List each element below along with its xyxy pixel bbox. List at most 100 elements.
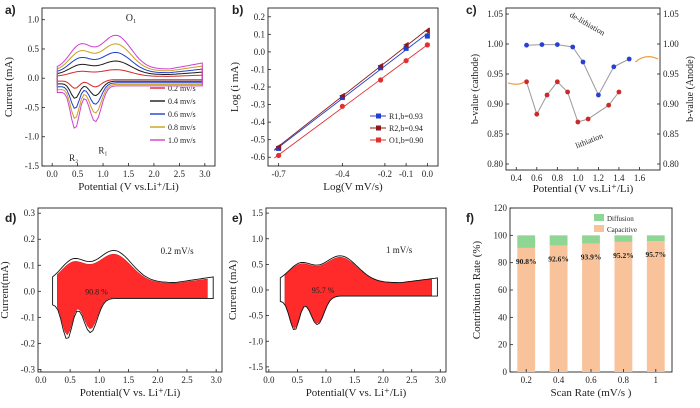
y-axis-label: Current (mA): [227, 260, 239, 321]
x-tick-label: 0.4: [553, 375, 565, 385]
y-right-tick-label: 1.00: [663, 39, 679, 49]
y-tick-label: 40: [498, 312, 508, 322]
chart-c: c) 0.4 0.6 0.8 1.0 1.2 1.4 1.6 0.80 0.85 0.90 0.95 1…: [466, 3, 696, 195]
y-tick-label: 1.0: [28, 15, 40, 25]
y-tick-label: 0.0: [252, 285, 264, 295]
point-2-0: [276, 152, 282, 159]
x-tick-label: 1.5: [123, 169, 135, 179]
y-tick-label: 0.5: [252, 259, 264, 269]
point-1-1: [339, 92, 345, 99]
y-tick-label: -1.5: [249, 362, 264, 372]
y-right-tick-label: 1.05: [663, 9, 679, 19]
series-line-0: [526, 44, 630, 97]
legend-entry: R2,b=0.94: [389, 124, 423, 133]
y-left-axis-label: b-value (cathode): [470, 54, 481, 124]
legend-entry: R1,b=0.93: [389, 112, 423, 121]
legend-entry: Diffusion: [607, 215, 634, 223]
x-tick-label: 1.5: [123, 375, 135, 385]
x-tick-label: -0.7: [272, 169, 287, 179]
y-tick-label: 120: [494, 203, 508, 213]
bar-value-label: 95.7%: [645, 250, 666, 259]
bar-value-label: 93.9%: [581, 253, 602, 262]
y-tick-label: 0: [503, 367, 508, 377]
y-tick-label: 1.05: [487, 9, 503, 19]
y-tick-label: -0.2: [21, 338, 35, 348]
point-1-5: [575, 119, 581, 125]
capacitive-area: [57, 253, 208, 336]
y-tick-label: 0.85: [487, 129, 503, 139]
panel-label: b): [232, 3, 243, 17]
x-tick-label: 2.0: [152, 375, 164, 385]
plot-frame: [37, 207, 223, 373]
bar-value-label: 90.8%: [516, 257, 537, 266]
y-tick-label: 1.0: [252, 234, 264, 244]
chart-a: a) 0.0 0.5 1.0 1.5 2.0 2.5 3.0 -1.5 -1.0 -0.5 0.0 0.…: [3, 3, 216, 193]
legend-marker: [376, 113, 381, 119]
bar-diffusion-1: [549, 235, 568, 246]
legend-marker: [376, 125, 381, 131]
y-tick-label: -1.0: [249, 336, 264, 346]
x-tick-label: 2.0: [378, 375, 390, 385]
x-tick-label: -0.4: [335, 169, 350, 179]
legend-marker: [376, 137, 381, 143]
y-right-tick-label: 0.80: [663, 159, 679, 169]
y-axis-label: Current (mA): [3, 57, 15, 118]
y-tick-label: -0.5: [25, 102, 40, 112]
point-1-0: [524, 79, 529, 85]
series-line-1: [526, 81, 620, 123]
point-2-4: [424, 42, 430, 48]
y-tick-label: -1.0: [25, 132, 40, 142]
x-tick-label: 3.0: [435, 375, 447, 385]
plot-frame: [505, 7, 661, 171]
y-tick-label: -0.6: [251, 152, 266, 162]
y-right-tick-label: 0.90: [663, 99, 679, 109]
x-tick-label: 0.5: [72, 169, 84, 179]
arrow-left: [507, 81, 525, 85]
point-0-1: [539, 42, 545, 47]
contribution-label: 90.8 %: [85, 287, 108, 296]
y-axis-label: Current(mA): [0, 261, 11, 319]
point-1-7: [606, 102, 612, 108]
point-1-1: [534, 111, 540, 117]
x-tick-label: 0.4: [511, 173, 523, 183]
fit-line: [274, 42, 430, 159]
y-tick-label: 0.1: [254, 29, 265, 39]
point-0-0: [524, 42, 529, 48]
y-tick-label: -1.5: [25, 161, 40, 171]
scan-rate-label: 1 mV/s: [386, 245, 413, 255]
y-tick-label: 1.00: [487, 39, 503, 49]
x-tick-label: 0.8: [552, 173, 564, 183]
x-tick-label: 2.5: [181, 375, 193, 385]
chart-d: d) 0.0 0.5 1.0 1.5 2.0 2.5 3.0 -0.3 -0.2 -0.1 0.0 0.…: [0, 207, 223, 399]
x-tick-label: 2.5: [174, 169, 186, 179]
capacitive-area: [284, 257, 432, 330]
y-tick-label: -0.2: [251, 82, 265, 92]
annotation-delithiation: de-lithiation: [568, 10, 606, 37]
annotation-R1: R₁: [98, 146, 107, 156]
x-axis-label: Scan Rate (mV/s ): [551, 387, 632, 399]
point-0-3: [570, 44, 576, 50]
y-tick-label: 0.2: [24, 234, 35, 244]
bar-diffusion-2: [582, 235, 600, 244]
bar-capacitive-4: [646, 241, 665, 372]
x-tick-label: 3.0: [199, 169, 211, 179]
y-right-tick-label: 0.85: [663, 129, 679, 139]
point-1-0: [275, 143, 282, 150]
scan-rate-label: 0.2 mV/s: [161, 246, 195, 256]
legend-entry: 0.6 mv/s: [168, 110, 196, 119]
bar-diffusion-0: [517, 235, 536, 248]
y-tick-label: 1.5: [252, 208, 264, 218]
y-tick-label: 0.0: [28, 73, 40, 83]
bar-capacitive-1: [549, 245, 568, 372]
x-tick-label: 1.0: [97, 169, 109, 179]
x-tick-label: 0.0: [35, 375, 47, 385]
y-tick-label: 0.3: [24, 208, 36, 218]
cv-curve-1-0-mv-s: [56, 34, 203, 129]
chart-b: b) -0.7 -0.4 -0.2 -0.1 0.0 -0.6 -0.5 -0.4 -0.3 -0.…: [229, 3, 439, 193]
panel-label: f): [466, 211, 474, 225]
y-tick-label: 0.90: [487, 99, 503, 109]
cv-curve: [279, 255, 438, 331]
x-tick-label: 1.4: [613, 173, 625, 183]
legend-entry: 1.0 mv/s: [168, 136, 196, 145]
